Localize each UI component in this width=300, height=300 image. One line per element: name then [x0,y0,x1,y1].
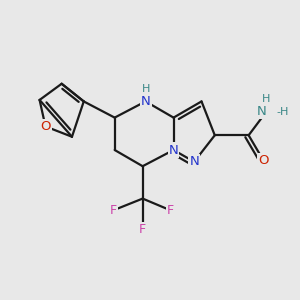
Text: H: H [141,84,150,94]
Text: N: N [141,95,151,108]
Text: O: O [40,120,51,133]
Text: F: F [139,223,146,236]
Text: O: O [258,154,268,167]
Text: H: H [262,94,271,104]
Text: -H: -H [276,107,289,117]
Text: N: N [189,155,199,168]
Text: N: N [169,143,178,157]
Text: F: F [167,204,174,217]
Text: F: F [110,204,117,217]
Text: N: N [257,105,267,118]
